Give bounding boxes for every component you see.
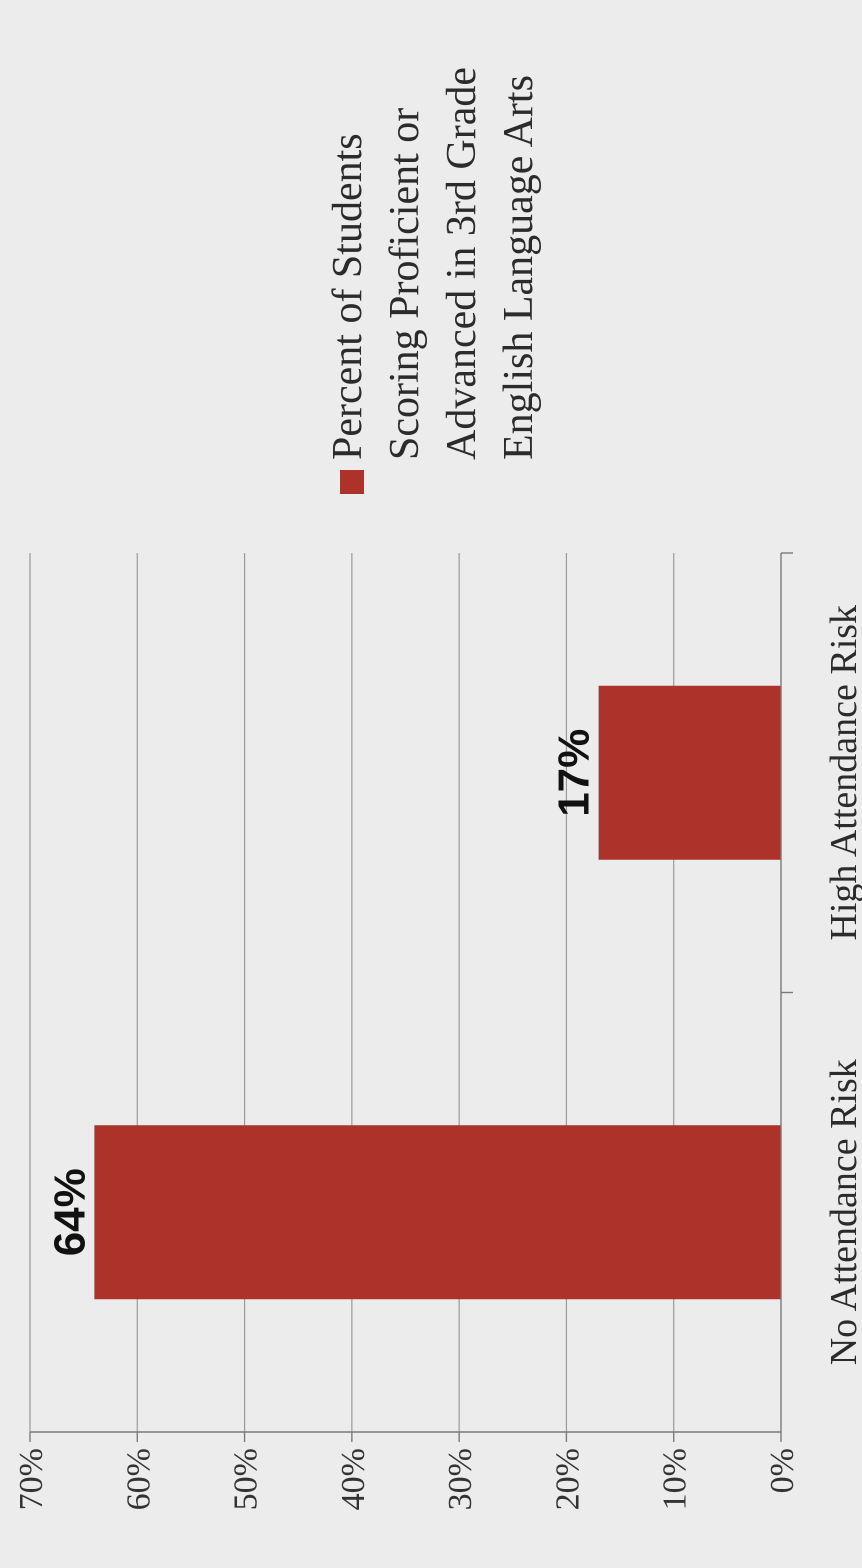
legend-label: Percent of Students (325, 133, 371, 460)
bars (94, 685, 782, 1300)
y-tick-label: 20% (549, 1448, 586, 1510)
y-tick-label: 70% (13, 1448, 50, 1510)
y-tick-label: 10% (657, 1448, 694, 1510)
labels: 0% 10% 20% 30% 40% 50% 60% 70% 64% No Attendance … (13, 605, 862, 1510)
bar (598, 685, 781, 860)
axes (29, 552, 793, 1442)
x-category-label: High Attendance Risk (823, 605, 862, 941)
legend-swatch (340, 470, 364, 494)
data-label: 64% (45, 1168, 94, 1256)
legend: Percent of Students Scoring Proficient or… (325, 67, 542, 494)
legend-label: English Language Arts (496, 75, 542, 460)
data-label: 17% (550, 729, 599, 817)
legend-label: Scoring Proficient or (382, 108, 428, 460)
bar (94, 1125, 782, 1300)
y-tick-label: 30% (442, 1448, 479, 1510)
y-tick-label: 50% (228, 1448, 265, 1510)
x-category-label: No Attendance Risk (823, 1059, 862, 1365)
y-tick-label: 40% (335, 1448, 372, 1510)
y-tick-label: 0% (764, 1448, 801, 1493)
legend-label: Advanced in 3rd Grade (439, 67, 485, 460)
y-tick-label: 60% (120, 1448, 157, 1510)
